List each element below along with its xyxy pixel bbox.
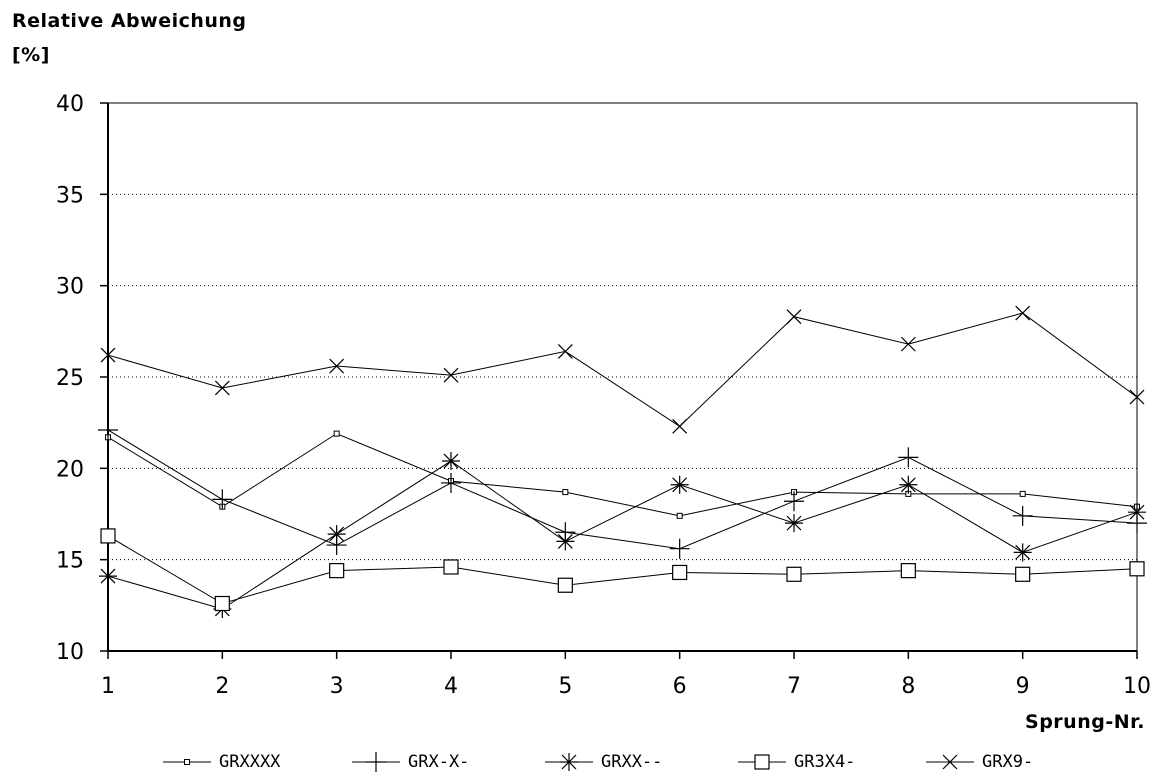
data-point (557, 344, 573, 359)
legend-item: GRX9- (926, 748, 1033, 776)
legend-item: GRX-X- (352, 748, 469, 776)
y-tick-label: 30 (56, 275, 84, 300)
legend-item: GRXXXX (163, 748, 280, 776)
data-point (669, 538, 690, 559)
data-point (98, 419, 118, 440)
data-point (900, 563, 916, 579)
data-point (670, 475, 689, 494)
data-point (786, 309, 802, 325)
data-point (443, 367, 459, 383)
line-chart: 10 15 20 25 30 35 40 1 2 3 4 5 6 7 8 9 10 (56, 92, 1151, 699)
data-point (899, 475, 918, 494)
data-point (1012, 505, 1033, 526)
legend-label: GR3X4- (794, 752, 856, 772)
data-point (100, 347, 116, 363)
series-line (107, 429, 1138, 550)
data-point (562, 489, 569, 496)
series-line (107, 433, 1138, 517)
x-axis-title: Sprung-Nr. (1025, 711, 1145, 733)
legend-marker-icon (352, 752, 400, 772)
data-point (327, 525, 346, 544)
x-tick-label: 8 (901, 674, 915, 699)
data-point (443, 559, 459, 575)
data-point (442, 452, 460, 471)
data-point (672, 418, 688, 434)
data-point (1129, 389, 1145, 405)
series-line (107, 460, 1138, 610)
legend-marker-icon (926, 754, 974, 770)
x-tick-label: 3 (330, 674, 344, 699)
legend-item: GRXX-- (545, 748, 662, 776)
data-point (557, 577, 573, 593)
y-tick-label: 20 (56, 457, 84, 482)
x-tick-label: 1 (101, 674, 115, 699)
data-point (785, 514, 803, 533)
y-tick-label: 15 (56, 549, 84, 574)
legend-label: GRXXXX (219, 752, 281, 772)
data-point (556, 532, 575, 551)
y-tick-label: 35 (56, 183, 84, 208)
x-tick-label: 5 (558, 674, 572, 699)
legend: GRXXXX GRX-X- GRXX-- GR3X4- GRX9- (0, 748, 1157, 776)
data-point (1013, 543, 1032, 562)
legend-label: GRX9- (982, 752, 1034, 772)
data-point (1019, 490, 1026, 497)
data-point (784, 491, 804, 512)
series-line (107, 312, 1138, 427)
y-tick-label: 40 (56, 92, 84, 117)
data-point (1129, 561, 1145, 577)
x-tick-label: 9 (1016, 674, 1030, 699)
legend-item: GR3X4- (738, 748, 855, 776)
legend-marker (942, 754, 958, 770)
legend-marker-icon (163, 759, 211, 765)
data-point (898, 447, 919, 468)
legend-marker (754, 754, 770, 770)
y-axis-title: Relative Abweichung (12, 10, 247, 32)
data-point (1015, 305, 1031, 321)
data-point (212, 489, 233, 510)
x-tick-label: 2 (215, 674, 229, 699)
data-point (1015, 566, 1031, 582)
data-point (900, 336, 916, 352)
legend-marker-icon (545, 753, 593, 771)
data-point (329, 358, 345, 374)
legend-marker (366, 752, 386, 772)
plot-frame (107, 102, 1138, 652)
x-tick-label: 4 (444, 674, 458, 699)
data-point (676, 512, 683, 519)
data-point (786, 566, 802, 582)
data-point (214, 380, 230, 396)
y-axis-unit: [%] (12, 44, 50, 66)
x-tick-label: 6 (673, 674, 687, 699)
data-point (329, 563, 345, 579)
data-point (214, 595, 230, 612)
x-tick-label: 10 (1123, 674, 1151, 699)
legend-marker-icon (738, 754, 786, 770)
data-point (1128, 503, 1146, 522)
data-point (333, 430, 340, 437)
data-point (100, 528, 116, 544)
x-tick-label: 7 (787, 674, 801, 699)
data-point (441, 472, 461, 493)
data-point (672, 564, 688, 581)
legend-label: GRXX-- (601, 752, 663, 772)
legend-marker (184, 759, 190, 765)
data-point (99, 567, 117, 586)
series-line (107, 535, 1138, 605)
y-tick-label: 10 (56, 640, 84, 665)
legend-label: GRX-X- (408, 752, 470, 772)
legend-marker (560, 753, 578, 771)
y-tick-label: 25 (56, 366, 84, 391)
